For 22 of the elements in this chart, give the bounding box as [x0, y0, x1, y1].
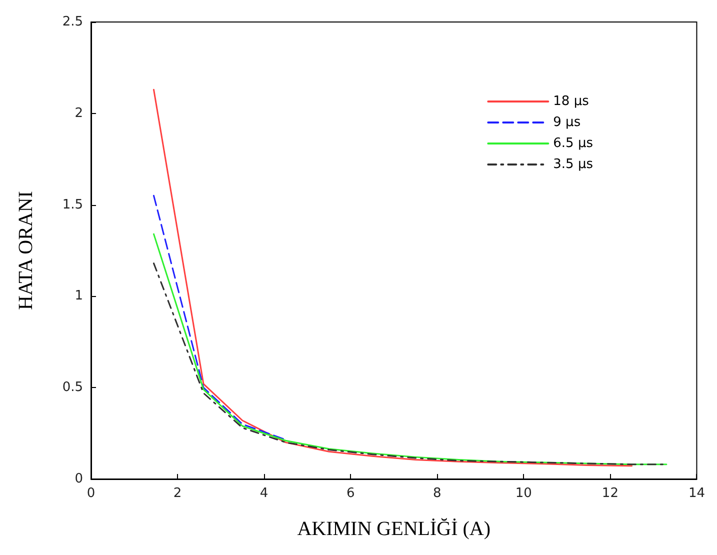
legend-label: 3.5 µs	[553, 157, 594, 172]
line-series	[152, 88, 633, 467]
x-axis-title: AKIMIN GENLİĞİ (A)	[297, 518, 491, 540]
x-tick-label: 2	[173, 486, 182, 501]
line-series	[152, 194, 286, 440]
y-tick-label: 1.5	[62, 197, 83, 212]
y-axis-title: HATA ORANI	[15, 191, 37, 310]
x-tick-label: 12	[602, 486, 618, 501]
legend-label: 6.5 µs	[553, 136, 594, 151]
x-tick-label: 8	[432, 486, 442, 501]
y-tick-label: 0	[74, 472, 83, 486]
y-tick-label: 1	[74, 288, 83, 304]
legend-label: 18 µs	[553, 94, 590, 109]
x-tick-label: 14	[688, 486, 705, 501]
x-tick-label: 0	[86, 486, 96, 501]
y-tick-label: 2	[74, 106, 83, 121]
y-tick-label: 0.5	[62, 380, 83, 396]
legend-label: 9 µs	[553, 115, 581, 130]
x-tick-label: 10	[515, 486, 532, 501]
x-tick-label: 4	[260, 486, 268, 501]
y-tick-label: 2.5	[62, 14, 83, 30]
x-tick-label: 6	[346, 486, 355, 501]
